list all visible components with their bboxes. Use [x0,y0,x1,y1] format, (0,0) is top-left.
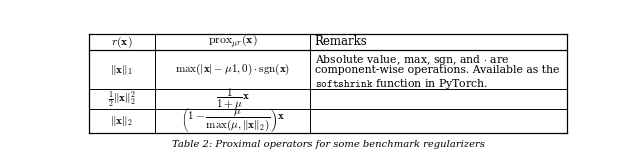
Text: Remarks: Remarks [314,35,367,48]
Text: $\mathrm{prox}_{\mu r}(\mathbf{x})$: $\mathrm{prox}_{\mu r}(\mathbf{x})$ [208,33,257,50]
Text: $r(\mathbf{x})$: $r(\mathbf{x})$ [111,34,132,50]
Text: $\frac{1}{2}\|\mathbf{x}\|_2^2$: $\frac{1}{2}\|\mathbf{x}\|_2^2$ [108,89,136,109]
Text: $\dfrac{1}{1+\mu}\mathbf{x}$: $\dfrac{1}{1+\mu}\mathbf{x}$ [216,86,250,112]
Text: $\max(|\mathbf{x}| - \mu\mathbf{1}, \mathbf{0}) \cdot \mathrm{sgn}(\mathbf{x})$: $\max(|\mathbf{x}| - \mu\mathbf{1}, \mat… [175,62,290,77]
Text: $\left(1 - \dfrac{\mu}{\max(\mu, \|\mathbf{x}\|_2)}\right)\mathbf{x}$: $\left(1 - \dfrac{\mu}{\max(\mu, \|\math… [180,107,285,135]
Text: Absolute value, max, sgn, and $\cdot$ are: Absolute value, max, sgn, and $\cdot$ ar… [316,53,509,67]
Text: Table 2: Proximal operators for some benchmark regularizers: Table 2: Proximal operators for some ben… [172,140,484,149]
Text: $\mathbf{\mathtt{softshrink}}$ function in PyTorch.: $\mathbf{\mathtt{softshrink}}$ function … [316,77,488,91]
Text: $\|\mathbf{x}\|_1$: $\|\mathbf{x}\|_1$ [111,63,133,77]
Text: $\|\mathbf{x}\|_2$: $\|\mathbf{x}\|_2$ [111,114,133,128]
Text: component-wise operations. Available as the: component-wise operations. Available as … [316,65,559,75]
